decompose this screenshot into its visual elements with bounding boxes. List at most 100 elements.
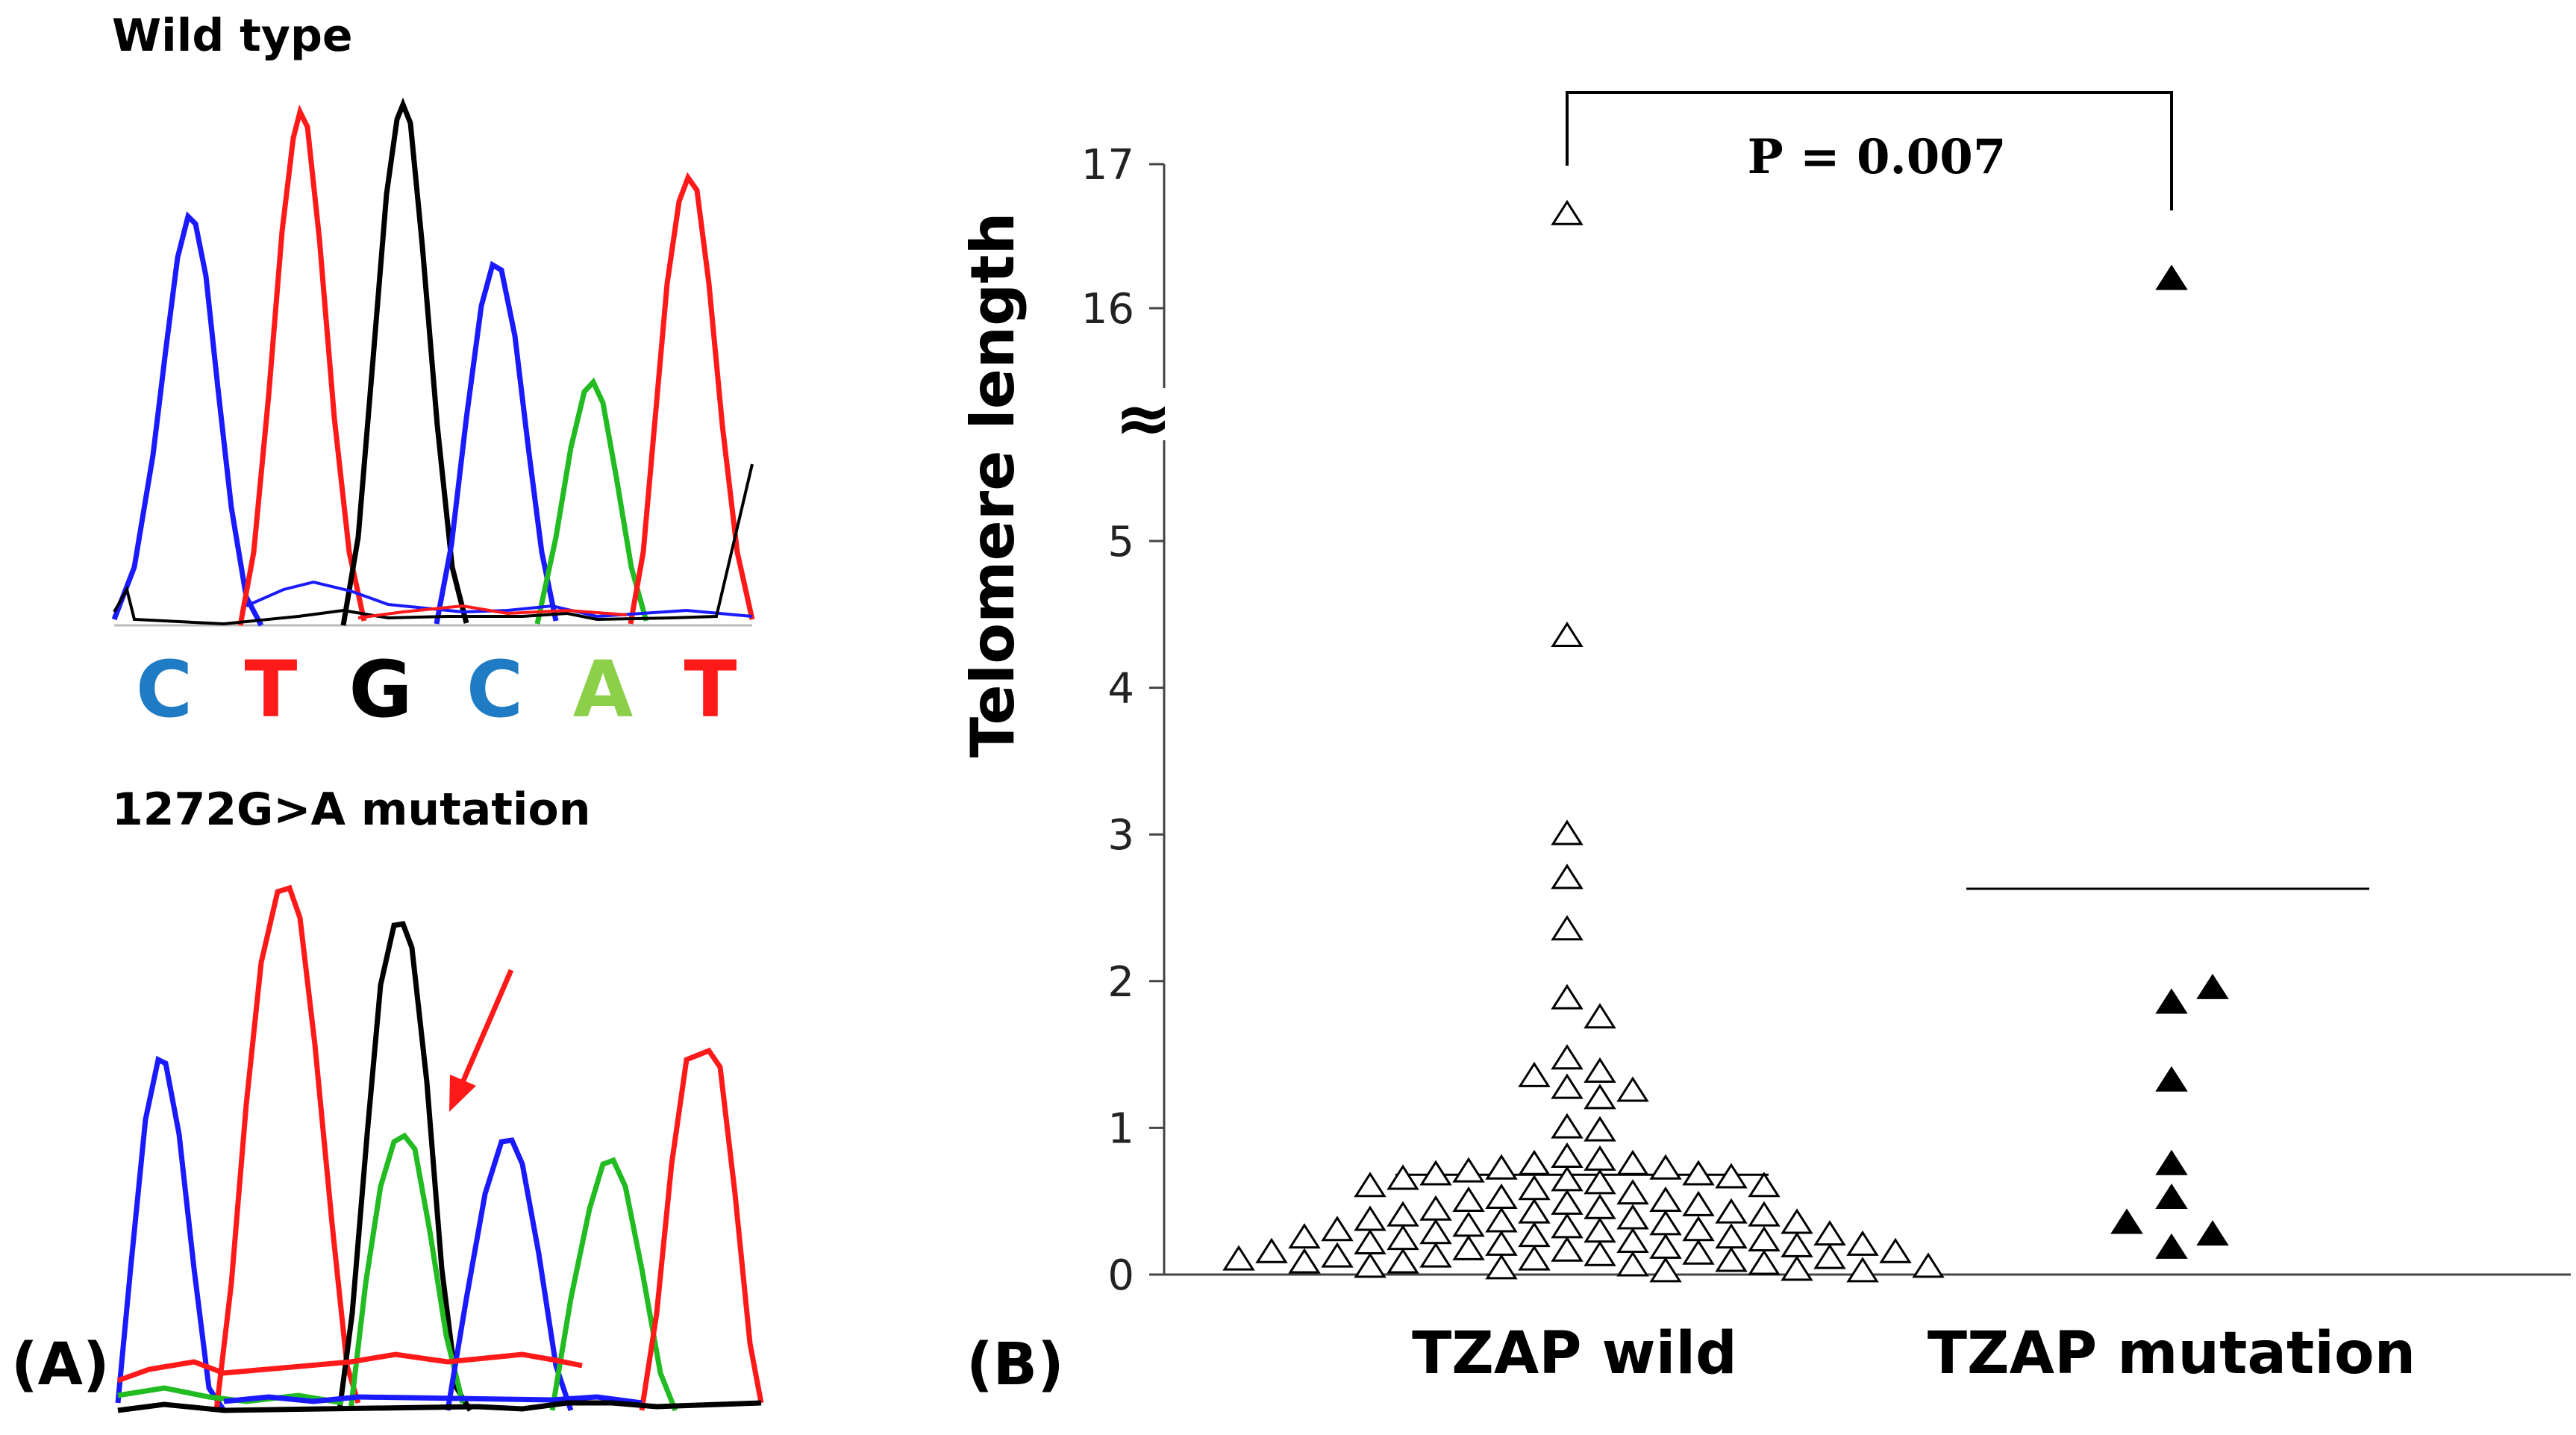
data-point <box>1321 1242 1354 1268</box>
data-point <box>2155 1183 2188 1210</box>
wild-type-trace-noise-c <box>246 580 753 619</box>
median-lines <box>1395 887 2369 1176</box>
data-point <box>1781 1255 1813 1281</box>
data-point <box>1518 1245 1551 1271</box>
mutation-trace-c1 <box>115 1055 226 1412</box>
data-point <box>1616 1179 1649 1205</box>
data-point <box>2155 1066 2188 1092</box>
data-point <box>1551 984 1584 1010</box>
data-point <box>1518 1061 1551 1087</box>
data-point <box>1551 1044 1584 1070</box>
data-point <box>1485 1183 1518 1210</box>
data-point <box>1649 1233 1682 1259</box>
data-point <box>1354 1205 1387 1231</box>
wild-type-trace-c1 <box>111 211 264 627</box>
data-point <box>1616 1204 1649 1230</box>
data-point <box>1551 199 1584 225</box>
data-point <box>1584 1217 1616 1243</box>
data-point <box>2110 1208 2143 1234</box>
data-point <box>1781 1231 1813 1257</box>
mutation-trace-g <box>337 921 473 1412</box>
data-point <box>2155 264 2188 290</box>
data-point <box>1354 1252 1387 1278</box>
data-point <box>1551 1213 1584 1239</box>
panel-b: (B) ≈ 0 1 2 3 4 5 16 17 Telomere length TZAP wi… <box>958 91 2571 1398</box>
data-point <box>1288 1248 1321 1274</box>
data-point <box>1518 1198 1551 1224</box>
data-point <box>1748 1172 1781 1198</box>
data-point <box>1518 1175 1551 1201</box>
data-point <box>1222 1245 1255 1271</box>
mutation-arrowhead <box>449 1075 476 1112</box>
mutation-trace-t1 <box>213 884 361 1411</box>
significance-bracket: P = 0.007 <box>1566 91 2173 210</box>
panel-a: Wild type C T G C A T 1272G>A mutation <box>11 10 764 1413</box>
y-tick-label: 5 <box>1107 518 1134 566</box>
data-point <box>1551 1166 1584 1192</box>
y-tick-label: 4 <box>1107 665 1134 713</box>
mutation-trace-c2 <box>445 1137 574 1412</box>
y-ticks: 0 1 2 3 4 5 16 17 <box>1081 141 1164 1300</box>
data-point <box>1813 1220 1846 1246</box>
data-point <box>1682 1190 1715 1216</box>
data-point <box>2155 988 2188 1014</box>
series-tzap-wild <box>1222 199 1945 1283</box>
mutation-trace-noise-c <box>223 1394 643 1406</box>
panel-b-label: (B) <box>966 1331 1064 1398</box>
data-point <box>1551 1142 1584 1168</box>
y-tick-label: 3 <box>1107 811 1134 860</box>
base-letter: C <box>136 644 193 735</box>
data-point <box>1584 1003 1616 1029</box>
series-tzap-mutation <box>2110 264 2229 1259</box>
data-point <box>1387 1248 1419 1274</box>
y-axis-title: Telomere length <box>958 213 1028 758</box>
data-point <box>1649 1257 1682 1283</box>
base-letter: A <box>573 644 634 735</box>
mutation-trace-a1 <box>348 1132 466 1411</box>
data-point <box>1551 1073 1584 1099</box>
data-point <box>1616 1149 1649 1175</box>
x-category-label-tzap-mutation: TZAP mutation <box>1928 1320 2416 1387</box>
data-point <box>1715 1223 1748 1249</box>
mutation-title: 1272G>A mutation <box>112 784 590 836</box>
data-point <box>1649 1186 1682 1212</box>
data-point <box>1715 1246 1748 1272</box>
data-point <box>1518 1222 1551 1248</box>
mutation-trace-t2 <box>639 1047 764 1411</box>
mutation-arrow <box>458 969 514 1087</box>
base-letter: G <box>348 644 412 735</box>
data-point <box>1682 1216 1715 1242</box>
data-point <box>1584 1193 1616 1219</box>
data-point <box>1584 1145 1616 1171</box>
data-point <box>1485 1207 1518 1233</box>
data-point <box>1452 1157 1485 1183</box>
data-point <box>1419 1219 1452 1245</box>
y-tick-label: 2 <box>1107 958 1134 1007</box>
bracket-line <box>1566 91 2173 210</box>
data-point <box>1879 1237 1912 1263</box>
wild-type-base-letters: C T G C A T <box>136 644 737 735</box>
data-point <box>1584 1240 1616 1266</box>
wild-type-trace-c2 <box>434 260 559 625</box>
data-point <box>1682 1239 1715 1265</box>
data-point <box>1387 1201 1419 1227</box>
data-point <box>1551 915 1584 941</box>
data-point <box>1452 1234 1485 1260</box>
data-point <box>1584 1169 1616 1195</box>
wild-type-title: Wild type <box>112 10 353 62</box>
data-point <box>1452 1186 1485 1212</box>
data-point <box>1616 1227 1649 1253</box>
y-tick-label: 17 <box>1081 141 1134 190</box>
data-point <box>1551 1113 1584 1139</box>
data-point <box>1748 1201 1781 1227</box>
data-point <box>1387 1225 1419 1251</box>
mutation-trace-noise-r <box>116 1351 583 1384</box>
data-point <box>2196 973 2229 999</box>
wild-type-trace-noise-g <box>113 463 754 626</box>
mutation-trace-noise-k <box>117 1400 762 1413</box>
data-point <box>1485 1254 1518 1280</box>
data-point <box>1551 819 1584 845</box>
data-point <box>1584 1084 1616 1110</box>
y-tick-label: 16 <box>1081 285 1134 334</box>
